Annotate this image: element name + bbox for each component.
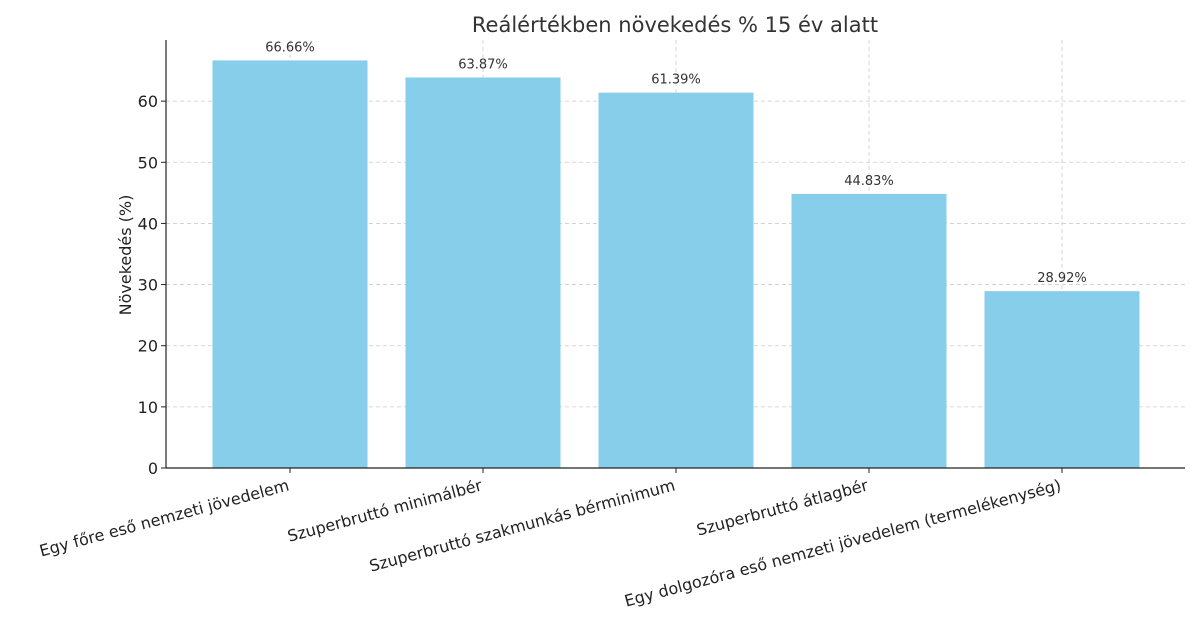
axes — [161, 40, 1185, 473]
x-tick-label: Szuperbruttó szakmunkás bérminimum — [367, 476, 677, 576]
y-tick-label: 50 — [138, 153, 158, 172]
y-tick-label: 20 — [138, 337, 158, 356]
data-label: 61.39% — [651, 73, 701, 88]
y-tick-label: 40 — [138, 214, 158, 233]
x-tick-label: Egy főre eső nemzeti jövedelem — [37, 476, 291, 561]
bar — [791, 193, 947, 468]
chart-title: Reálértékben növekedés % 15 év alatt — [472, 13, 878, 37]
x-tick-label: Szuperbruttó átlagbér — [694, 475, 870, 539]
data-label: 66.66% — [265, 40, 315, 55]
bar — [598, 92, 754, 469]
y-tick-label: 10 — [138, 398, 158, 417]
y-tick-label: 30 — [138, 276, 158, 295]
bar — [212, 60, 368, 468]
y-axis-label: Növekedés (%) — [116, 195, 135, 316]
data-label: 63.87% — [458, 57, 508, 72]
y-tick-label: 0 — [148, 459, 158, 478]
bars — [212, 60, 1140, 469]
y-tick-label: 60 — [138, 92, 158, 111]
bar — [984, 291, 1140, 468]
bar — [405, 77, 561, 469]
data-label: 44.83% — [844, 174, 894, 189]
data-label: 28.92% — [1037, 271, 1087, 286]
